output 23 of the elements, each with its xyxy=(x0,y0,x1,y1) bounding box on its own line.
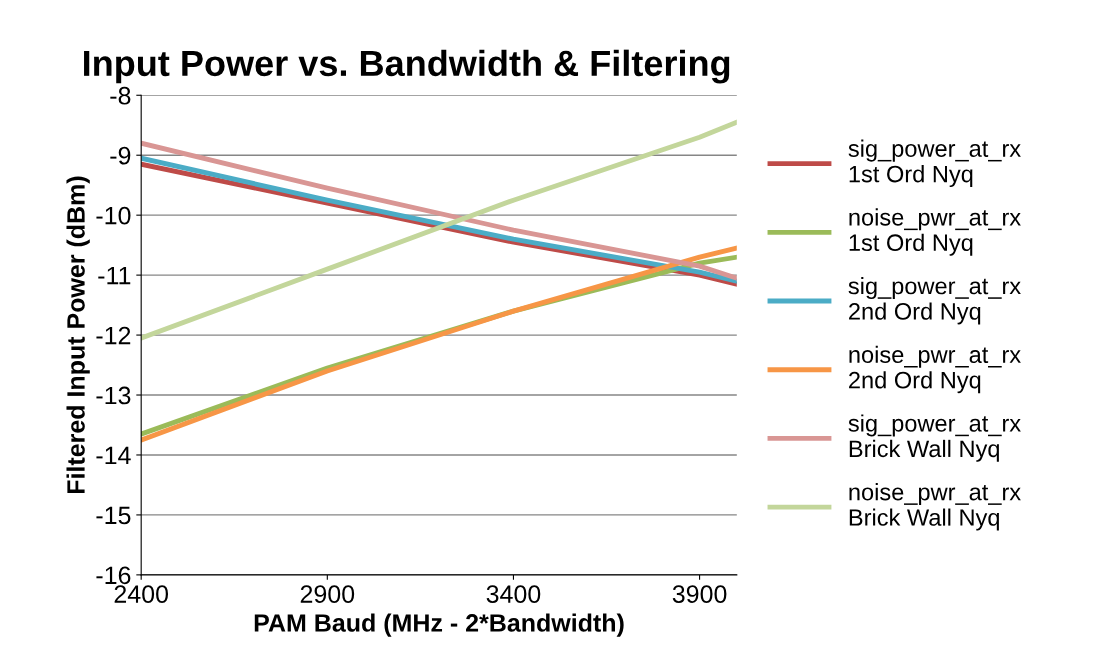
legend-label: noise_pwr_at_rx Brick Wall Nyq xyxy=(849,483,1021,531)
y-tick-label: -10 xyxy=(96,206,131,225)
x-tick-label: 2900 xyxy=(300,585,355,603)
chart-title: Input Power vs. Bandwidth & Filtering xyxy=(84,49,730,84)
y-tick-label: -11 xyxy=(98,266,131,285)
y-tick-label: -13 xyxy=(96,386,131,405)
legend-label: noise_pwr_at_rx 2nd Ord Nyq xyxy=(849,345,1021,394)
x-tick-label: 3900 xyxy=(672,585,727,603)
x-tick-label: 3400 xyxy=(486,585,541,603)
y-tick-label: -14 xyxy=(96,446,131,465)
legend-label: sig_power_at_rx 2nd Ord Nyq xyxy=(848,277,1021,325)
line-series xyxy=(141,119,737,341)
y-tick-label: -8 xyxy=(110,86,131,105)
legend-label: sig_power_at_rx 1st Ord Nyq xyxy=(848,139,1021,188)
y-tick-label: -16 xyxy=(96,566,131,585)
x-tick-label: 2400 xyxy=(114,585,169,603)
legend-label: sig_power_at_rx Brick Wall Nyq xyxy=(848,414,1021,462)
y-tick-label: -9 xyxy=(110,146,131,165)
y-tick-label: -12 xyxy=(96,326,131,345)
y-axis-title: Filtered Input Power (dBm) xyxy=(66,176,90,494)
legend-label: noise_pwr_at_rx 1st Ord Nyq xyxy=(849,208,1021,256)
x-axis-title: PAM Baud (MHz - 2*Bandwidth) xyxy=(254,613,624,637)
y-tick-label: -15 xyxy=(96,506,131,525)
